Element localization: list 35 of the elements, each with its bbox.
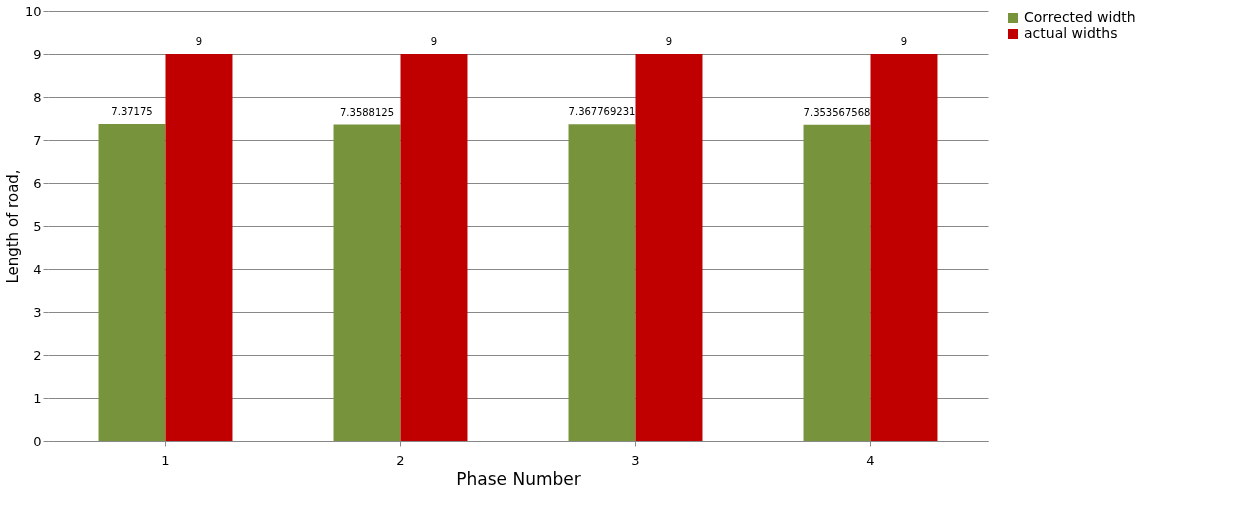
bar — [165, 54, 233, 441]
x-axis-title: Phase Number — [456, 468, 581, 489]
data-label: 9 — [195, 36, 203, 47]
y-axis-title: Length of road, — [3, 169, 22, 284]
x-tick-label: 1 — [161, 452, 170, 468]
x-tick-label: 3 — [631, 452, 640, 468]
x-tick-label: 2 — [396, 452, 405, 468]
data-label: 7.3588125 — [339, 106, 395, 118]
y-tick-label: 0 — [33, 433, 42, 449]
y-tick-label: 5 — [33, 218, 42, 234]
data-label: 7.37175 — [111, 106, 153, 118]
y-tick-label: 8 — [33, 89, 42, 105]
y-tick-label: 7 — [33, 132, 42, 148]
bar — [870, 54, 938, 441]
data-label: 9 — [430, 36, 438, 47]
bar — [98, 124, 166, 441]
legend-label: Corrected width — [1024, 9, 1136, 25]
y-tick-label: 9 — [33, 46, 42, 62]
y-tick-label: 10 — [24, 3, 42, 19]
y-tick-label: 6 — [33, 175, 42, 191]
bar — [803, 124, 871, 441]
y-tick-label: 4 — [33, 261, 42, 277]
bar — [333, 124, 401, 441]
data-label: 9 — [665, 36, 673, 47]
x-tick-label: 4 — [866, 452, 875, 468]
y-tick-label: 1 — [33, 390, 42, 406]
bar — [568, 124, 636, 441]
data-label: 7.353567568 — [803, 106, 871, 118]
data-label: 7.367769231 — [568, 106, 636, 118]
legend-label: actual widths — [1024, 25, 1118, 41]
y-tick-label: 3 — [33, 304, 42, 320]
y-tick-label: 2 — [33, 347, 42, 363]
data-label: 9 — [900, 36, 908, 47]
bar — [635, 54, 703, 441]
bar — [400, 54, 468, 441]
